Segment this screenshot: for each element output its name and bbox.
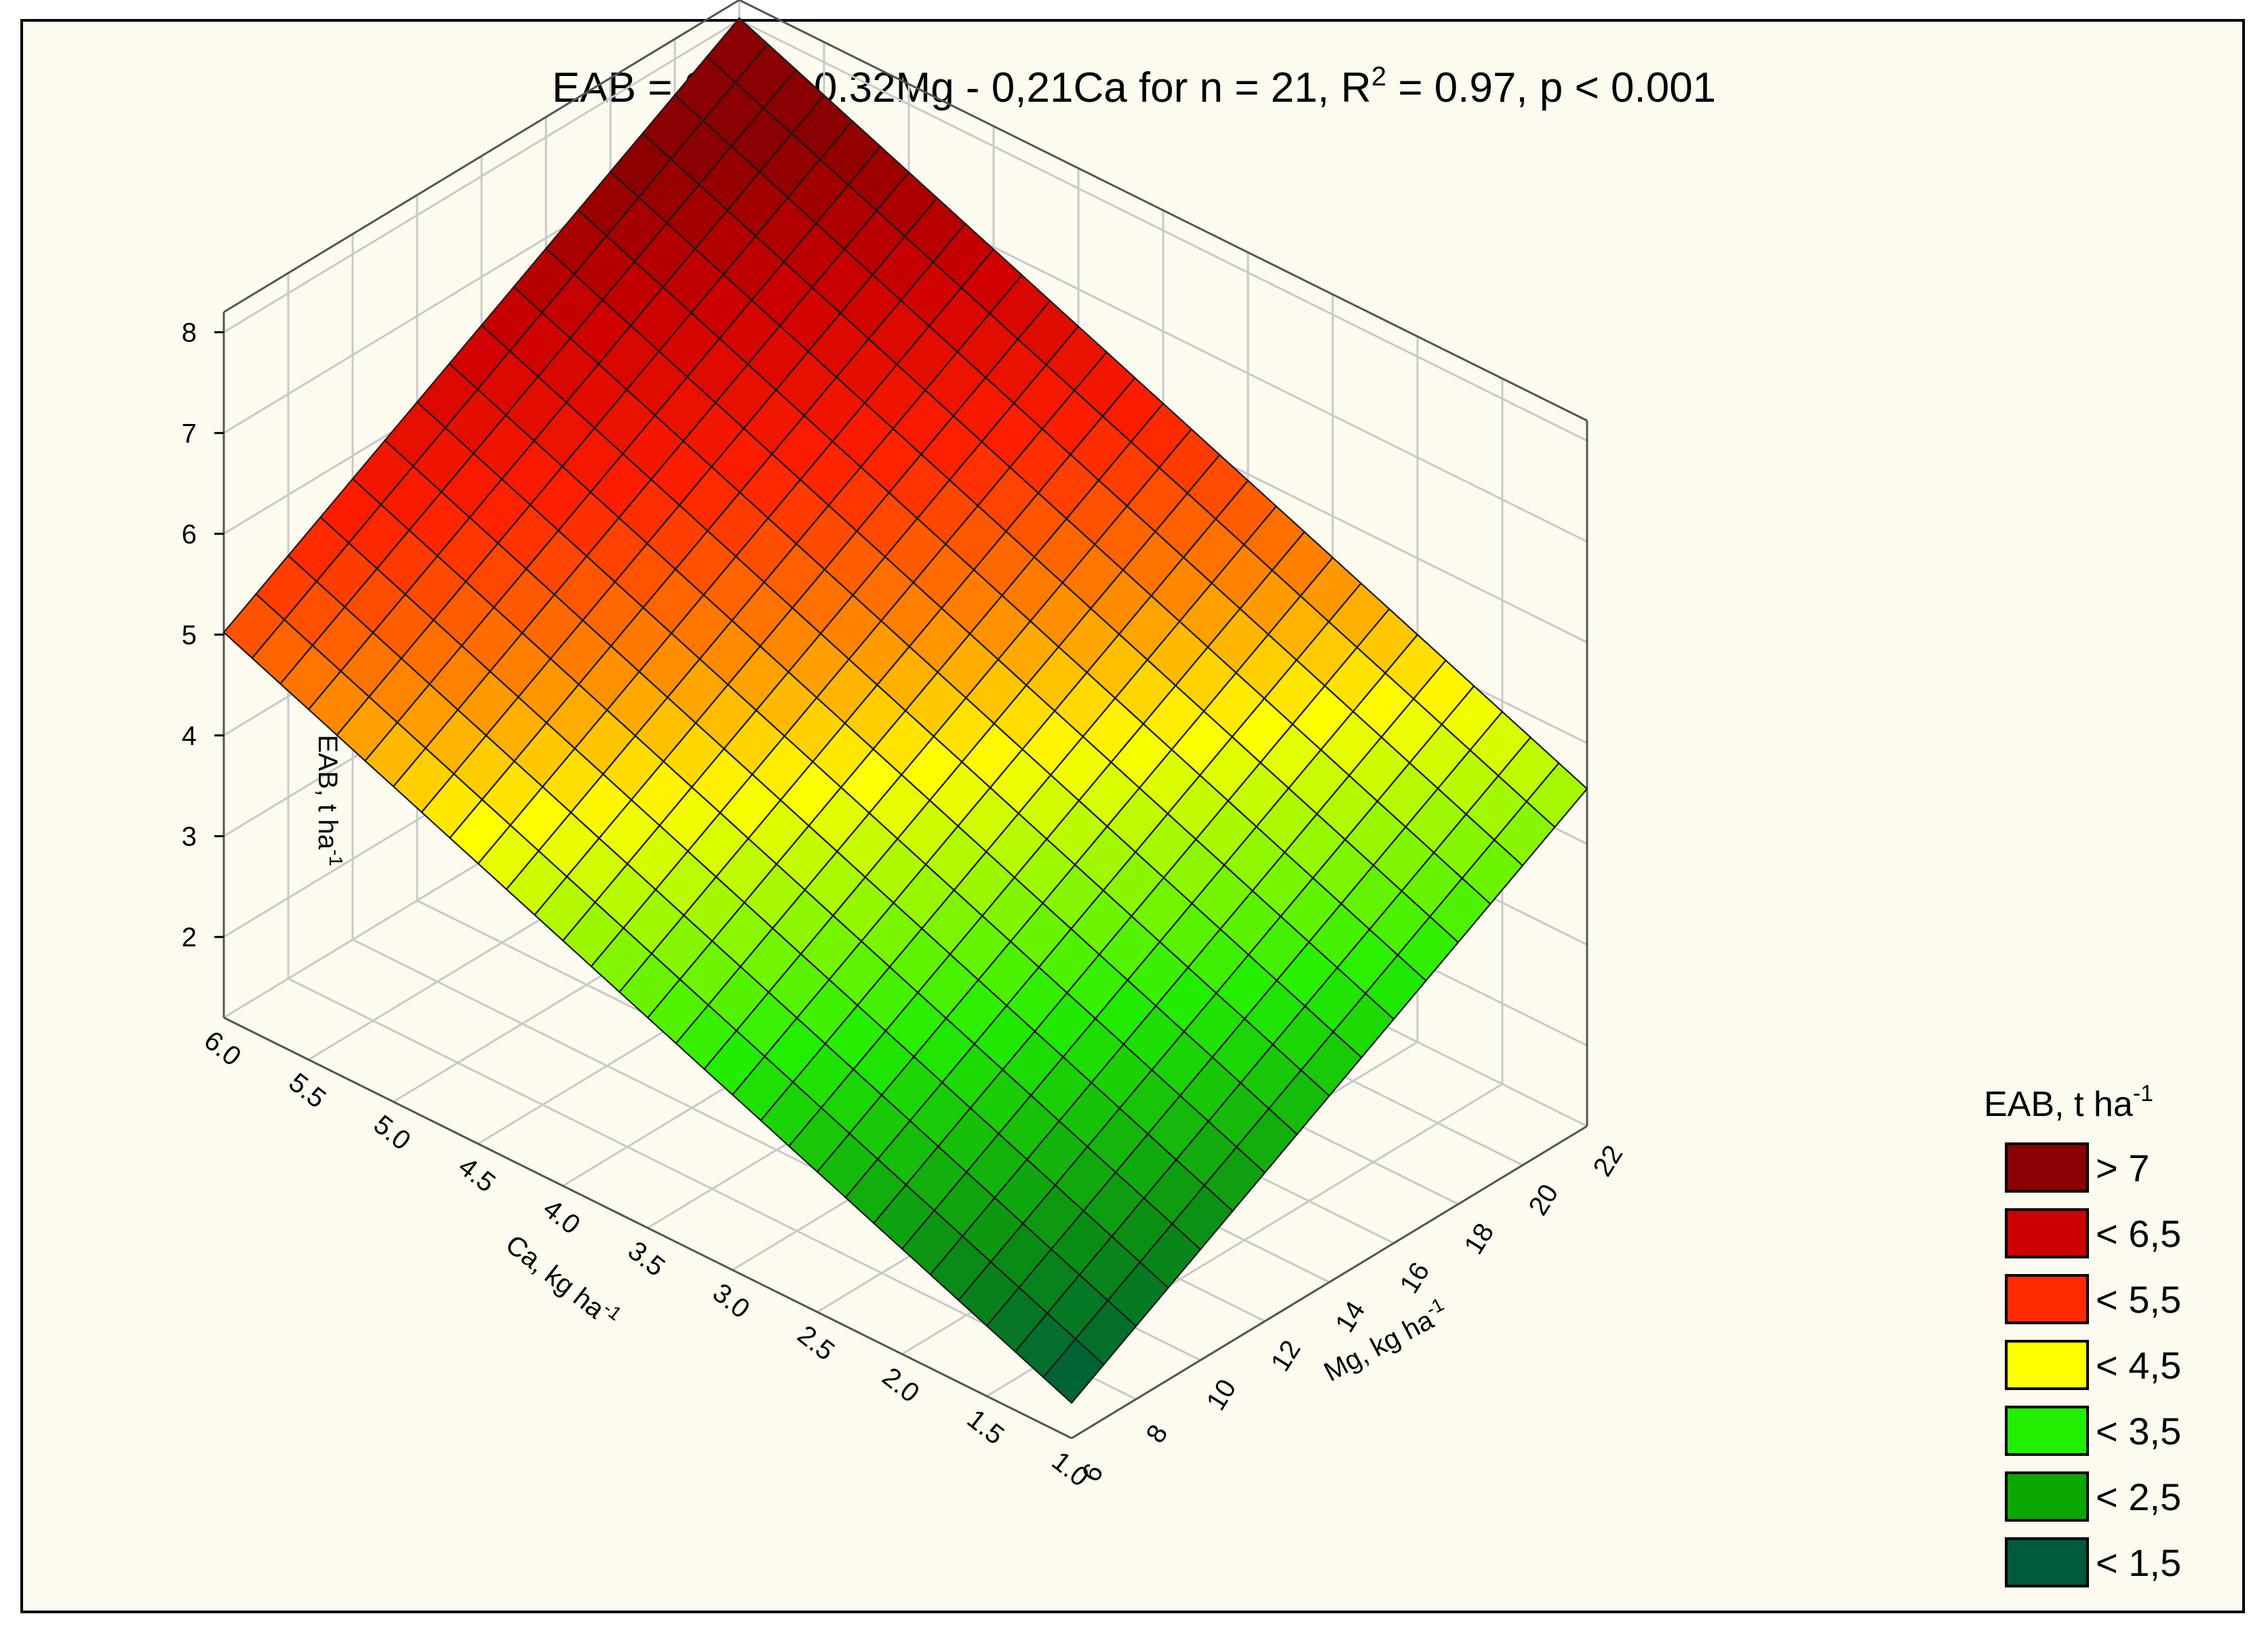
legend-label: < 4,5 bbox=[2096, 1344, 2181, 1387]
legend: EAB, t ha-1 > 7 < 6,5 < 5,5 < 4,5 < 3,5 < 2,5… bbox=[1984, 1081, 2181, 1587]
x-tick-label: 22 bbox=[1588, 1140, 1629, 1182]
y-tick-label: 1.5 bbox=[962, 1404, 1010, 1450]
y-tick-label: 3.5 bbox=[623, 1235, 671, 1282]
z-axis-label: EAB, t ha-1 bbox=[313, 735, 347, 866]
z-tick-label: 7 bbox=[182, 419, 197, 448]
z-tick-label: 4 bbox=[182, 721, 197, 751]
z-tick-label: 3 bbox=[182, 822, 197, 852]
y-tick-label: 6.0 bbox=[199, 1025, 247, 1072]
y-tick-label: 3.0 bbox=[707, 1277, 756, 1324]
z-tick-label: 2 bbox=[182, 923, 197, 952]
legend-swatch bbox=[2005, 1274, 2089, 1324]
x-tick-label: 12 bbox=[1266, 1335, 1307, 1376]
legend-swatch bbox=[2005, 1340, 2089, 1390]
legend-label: > 7 bbox=[2096, 1147, 2149, 1189]
x-tick-label: 10 bbox=[1201, 1374, 1243, 1416]
legend-label: < 1,5 bbox=[2096, 1541, 2181, 1584]
x-tick-label: 14 bbox=[1330, 1296, 1371, 1338]
legend-swatch bbox=[2005, 1471, 2089, 1522]
legend-swatch bbox=[2005, 1537, 2089, 1587]
legend-label: < 6,5 bbox=[2096, 1212, 2181, 1255]
chart-title-superscript: 2 bbox=[1371, 62, 1386, 92]
legend-entries: > 7 < 6,5 < 5,5 < 4,5 < 3,5 < 2,5 < 1,5 bbox=[2005, 1142, 2181, 1587]
y-tick-label: 5.0 bbox=[368, 1109, 416, 1156]
y-tick-label: 5.5 bbox=[284, 1067, 332, 1114]
x-tick-label: 18 bbox=[1459, 1218, 1500, 1260]
y-tick-label: 2.0 bbox=[877, 1362, 925, 1408]
x-tick-label: 20 bbox=[1523, 1179, 1565, 1220]
x-axis-label: Mg, kg ha-1 bbox=[1317, 1294, 1453, 1387]
legend-swatch bbox=[2005, 1208, 2089, 1258]
surface-cells bbox=[222, 17, 1588, 1404]
x-tick-label: 16 bbox=[1394, 1257, 1436, 1298]
surface-cell bbox=[705, 17, 769, 83]
legend-label: < 2,5 bbox=[2096, 1476, 2181, 1518]
y-tick-label: 4.5 bbox=[453, 1151, 501, 1198]
y-tick-label: 4.0 bbox=[538, 1193, 586, 1240]
z-tick-label: 5 bbox=[182, 620, 197, 650]
z-tick-label: 8 bbox=[182, 318, 197, 348]
x-tick-label: 8 bbox=[1140, 1420, 1173, 1448]
legend-label: < 3,5 bbox=[2096, 1410, 2181, 1452]
legend-swatch bbox=[2005, 1406, 2089, 1456]
y-tick-label: 2.5 bbox=[792, 1320, 840, 1366]
z-tick-label: 6 bbox=[182, 520, 197, 550]
chart-title-tail: = 0.97, p < 0.001 bbox=[1386, 64, 1716, 111]
legend-label: < 5,5 bbox=[2096, 1278, 2181, 1321]
y-axis-label: Ca, kg ha-1 bbox=[500, 1226, 625, 1334]
legend-swatch bbox=[2005, 1142, 2089, 1193]
legend-title: EAB, t ha-1 bbox=[1984, 1081, 2153, 1124]
